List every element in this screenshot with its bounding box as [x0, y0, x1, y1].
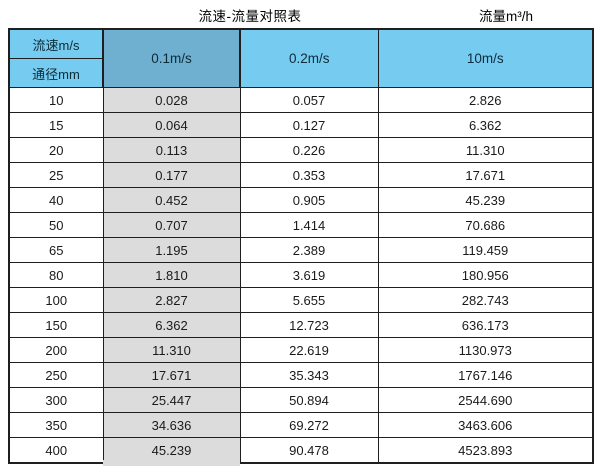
cell-flow-0.1ms: 25.447: [102, 387, 241, 413]
page-title: 流速-流量对照表: [198, 9, 302, 24]
table-row: 250 17.671 35.343 1767.146: [8, 362, 594, 388]
table-row: 65 1.195 2.389 119.459: [8, 237, 594, 263]
velocity-flow-table: 流速m/s 0.1m/s 0.2m/s 10m/s 通径mm 10 0.028 …: [8, 28, 594, 464]
cell-flow-10ms: 1130.973: [377, 337, 594, 363]
cell-flow-0.1ms: 17.671: [102, 362, 241, 388]
table-row: 200 11.310 22.619 1130.973: [8, 337, 594, 363]
table-body: 10 0.028 0.057 2.826 15 0.064 0.127 6.36…: [8, 87, 594, 464]
cell-diameter: 150: [8, 312, 104, 338]
cell-flow-10ms: 2.826: [377, 87, 594, 113]
cell-diameter: 10: [8, 87, 104, 113]
title-bar: 流速-流量对照表 流量m³/h: [0, 0, 600, 28]
cell-flow-0.2ms: 0.057: [239, 87, 379, 113]
table-row: 50 0.707 1.414 70.686: [8, 212, 594, 238]
cell-flow-0.1ms: 0.064: [102, 112, 241, 138]
header-col-0.1ms: 0.1m/s: [102, 28, 241, 88]
cell-flow-10ms: 180.956: [377, 262, 594, 288]
cell-diameter: 15: [8, 112, 104, 138]
cell-flow-0.2ms: 50.894: [239, 387, 379, 413]
table-row: 15 0.064 0.127 6.362: [8, 112, 594, 138]
cell-flow-10ms: 17.671: [377, 162, 594, 188]
header-col-10ms: 10m/s: [377, 28, 594, 88]
cell-flow-0.2ms: 0.127: [239, 112, 379, 138]
table-row: 350 34.636 69.272 3463.606: [8, 412, 594, 438]
cell-flow-10ms: 11.310: [377, 137, 594, 163]
cell-flow-0.1ms: 34.636: [102, 412, 241, 438]
cell-flow-0.1ms: 1.810: [102, 262, 241, 288]
cell-diameter: 50: [8, 212, 104, 238]
cell-diameter: 300: [8, 387, 104, 413]
cell-diameter: 65: [8, 237, 104, 263]
cell-flow-10ms: 45.239: [377, 187, 594, 213]
cell-flow-0.1ms: 1.195: [102, 237, 241, 263]
cell-flow-10ms: 636.173: [377, 312, 594, 338]
header-flow-velocity-label: 流速m/s: [8, 28, 104, 59]
cell-flow-0.2ms: 5.655: [239, 287, 379, 313]
cell-flow-0.2ms: 0.905: [239, 187, 379, 213]
cell-flow-10ms: 4523.893: [377, 437, 594, 464]
table-row: 80 1.810 3.619 180.956: [8, 262, 594, 288]
cell-flow-10ms: 119.459: [377, 237, 594, 263]
cell-flow-0.1ms: 0.028: [102, 87, 241, 113]
cell-diameter: 200: [8, 337, 104, 363]
table-row: 25 0.177 0.353 17.671: [8, 162, 594, 188]
cell-diameter: 400: [8, 437, 104, 464]
table-row: 300 25.447 50.894 2544.690: [8, 387, 594, 413]
cell-diameter: 350: [8, 412, 104, 438]
cell-flow-0.1ms: 2.827: [102, 287, 241, 313]
gray-column-overhang: [103, 460, 240, 466]
cell-flow-0.1ms: 0.113: [102, 137, 241, 163]
table-row: 10 0.028 0.057 2.826: [8, 87, 594, 113]
cell-flow-10ms: 282.743: [377, 287, 594, 313]
cell-flow-0.2ms: 69.272: [239, 412, 379, 438]
cell-diameter: 100: [8, 287, 104, 313]
cell-flow-10ms: 3463.606: [377, 412, 594, 438]
table-row: 40 0.452 0.905 45.239: [8, 187, 594, 213]
cell-flow-0.1ms: 0.177: [102, 162, 241, 188]
table-header: 流速m/s 0.1m/s 0.2m/s 10m/s 通径mm: [8, 28, 594, 88]
header-row-top: 流速m/s 0.1m/s 0.2m/s 10m/s: [8, 28, 594, 88]
cell-flow-0.2ms: 3.619: [239, 262, 379, 288]
cell-flow-0.1ms: 0.452: [102, 187, 241, 213]
cell-flow-0.2ms: 1.414: [239, 212, 379, 238]
cell-flow-10ms: 2544.690: [377, 387, 594, 413]
cell-diameter: 20: [8, 137, 104, 163]
cell-flow-0.2ms: 90.478: [239, 437, 379, 464]
cell-flow-0.2ms: 12.723: [239, 312, 379, 338]
cell-diameter: 40: [8, 187, 104, 213]
header-row-bottom: 通径mm: [8, 58, 593, 88]
cell-flow-10ms: 6.362: [377, 112, 594, 138]
cell-flow-0.2ms: 35.343: [239, 362, 379, 388]
cell-flow-0.1ms: 6.362: [102, 312, 241, 338]
table-row: 150 6.362 12.723 636.173: [8, 312, 594, 338]
table-row: 400 45.239 90.478 4523.893: [8, 437, 594, 464]
cell-flow-10ms: 1767.146: [377, 362, 594, 388]
cell-flow-0.2ms: 22.619: [239, 337, 379, 363]
cell-diameter: 80: [8, 262, 104, 288]
table-row: 20 0.113 0.226 11.310: [8, 137, 594, 163]
flow-unit-label: 流量m³/h: [479, 9, 533, 24]
cell-diameter: 25: [8, 162, 104, 188]
cell-flow-0.2ms: 0.226: [239, 137, 379, 163]
cell-flow-0.1ms: 0.707: [102, 212, 241, 238]
cell-diameter: 250: [8, 362, 104, 388]
table-row: 100 2.827 5.655 282.743: [8, 287, 594, 313]
cell-flow-0.1ms: 11.310: [102, 337, 241, 363]
cell-flow-10ms: 70.686: [377, 212, 594, 238]
cell-flow-0.2ms: 0.353: [239, 162, 379, 188]
cell-flow-0.2ms: 2.389: [239, 237, 379, 263]
header-diameter-label: 通径mm: [8, 58, 104, 88]
header-col-0.2ms: 0.2m/s: [239, 28, 379, 88]
